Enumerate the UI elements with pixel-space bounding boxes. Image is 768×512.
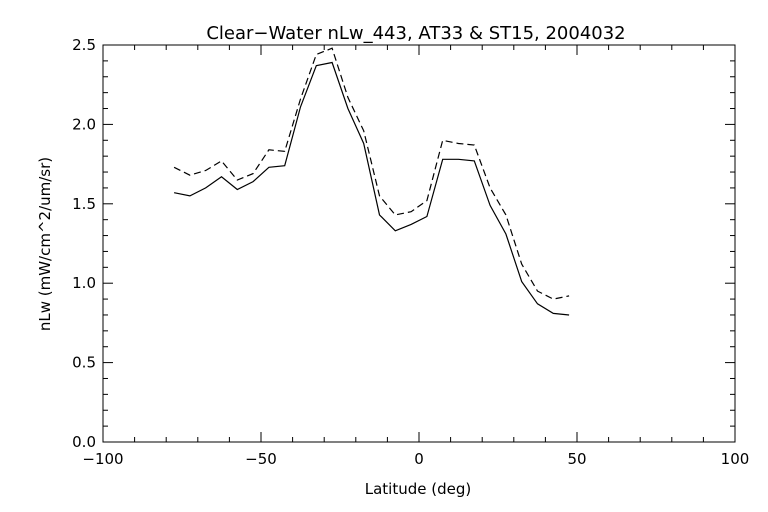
series-line-dashed bbox=[173, 47, 570, 300]
series-line-solid bbox=[173, 61, 570, 316]
y-tick-label: 0.5 bbox=[72, 354, 96, 372]
x-tick-label: −50 bbox=[245, 450, 277, 468]
x-axis-label: Latitude (deg) bbox=[365, 480, 471, 498]
x-tick-label: 100 bbox=[721, 450, 750, 468]
x-tick-label: 0 bbox=[414, 450, 424, 468]
series-layer bbox=[173, 47, 570, 316]
x-tick-label: −100 bbox=[82, 450, 123, 468]
y-tick-label: 1.5 bbox=[72, 195, 96, 213]
y-axis-label: nLw (mW/cm^2/um/sr) bbox=[36, 157, 54, 331]
y-axis: 0.0 0.5 1.0 1.5 2.0 2.5 bbox=[72, 36, 735, 451]
plot-frame bbox=[102, 44, 736, 443]
y-tick-label: 1.0 bbox=[72, 274, 96, 292]
x-axis: −100 −50 0 50 100 bbox=[82, 45, 749, 468]
y-tick-label: 2.5 bbox=[72, 36, 96, 54]
y-tick-label: 0.0 bbox=[72, 433, 96, 451]
y-tick-label: 2.0 bbox=[72, 115, 96, 133]
x-tick-label: 50 bbox=[567, 450, 586, 468]
chart-title: Clear−Water nLw_443, AT33 & ST15, 200403… bbox=[206, 23, 625, 44]
